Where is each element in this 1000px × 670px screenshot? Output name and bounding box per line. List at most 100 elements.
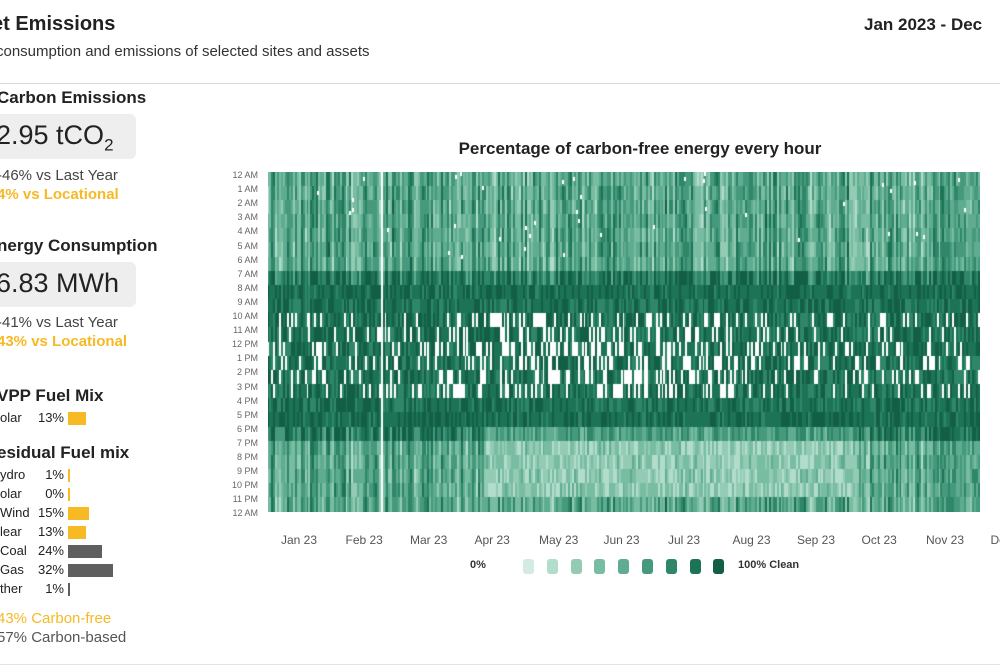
hour-tick-label: 4 AM <box>237 226 258 237</box>
footer-divider <box>0 664 1000 665</box>
hour-tick-label: 10 PM <box>231 480 258 491</box>
hour-tick-label: 6 AM <box>237 254 258 265</box>
hour-tick-label: 2 PM <box>236 367 258 378</box>
hour-tick-label: 3 AM <box>237 212 258 223</box>
heatmap-title: Percentage of carbon-free energy every h… <box>458 139 822 158</box>
residual-fuel-row: Coal 24% <box>0 542 200 560</box>
hour-tick-label: 5 AM <box>237 240 258 251</box>
month-tick-label: Jul 23 <box>668 533 701 547</box>
month-tick-label: Jun 23 <box>603 533 640 547</box>
residual-fuel-bar <box>68 469 70 482</box>
page-title: et Emissions <box>0 13 116 35</box>
residual-fuel-row: ydro 1% <box>0 466 200 484</box>
carbon-vs-locational: 4% vs Locational <box>0 186 119 203</box>
residual-fuel-pct: 1% <box>45 467 64 482</box>
hour-tick-label: 1 AM <box>237 184 258 195</box>
month-tick-label: Jan 23 <box>281 533 318 547</box>
hour-tick-label: 9 AM <box>237 296 258 307</box>
hour-tick-label: 9 PM <box>236 466 258 477</box>
hour-tick-label: 8 AM <box>237 282 258 293</box>
residual-fuel-row: ther 1% <box>0 580 200 598</box>
hour-tick-label: 11 AM <box>233 325 258 336</box>
residual-fuel-label: Wind <box>0 505 30 520</box>
hour-tick-label: 12 AM <box>232 508 258 519</box>
carbon-free-summary: 43% Carbon-free <box>0 610 112 627</box>
residual-fuel-bar <box>68 507 89 520</box>
month-tick-label: Feb 23 <box>345 533 383 547</box>
hour-tick-label: 1 PM <box>236 353 258 364</box>
residual-fuel-bar <box>68 583 70 596</box>
page-subtitle: consumption and emissions of selected si… <box>0 43 370 60</box>
energy-consumption-title: nergy Consumption <box>0 236 158 255</box>
residual-fuel-bar <box>68 564 113 577</box>
hour-tick-label: 7 AM <box>237 268 258 279</box>
hour-tick-label: 5 PM <box>236 409 258 420</box>
month-tick-label: Mar 23 <box>410 533 448 547</box>
residual-fuel-pct: 24% <box>37 543 64 558</box>
residual-fuel-label: ydro <box>0 467 26 482</box>
vpp-fuel-mix-title: VPP Fuel Mix <box>0 386 104 405</box>
hour-tick-label: 2 AM <box>237 198 258 209</box>
energy-vs-last-year: -41% vs Last Year <box>0 314 118 331</box>
carbon-emissions-value: 2.95 tCO2 <box>0 120 114 155</box>
legend-swatch <box>523 559 534 574</box>
legend-min-label: 0% <box>470 559 486 571</box>
carbon-emissions-card <box>0 114 136 159</box>
residual-fuel-bar <box>68 545 102 558</box>
carbon-based-summary: 57% Carbon-based <box>0 629 127 646</box>
residual-fuel-row: lear 13% <box>0 523 200 541</box>
vpp-fuel-pct: 13% <box>37 410 64 425</box>
legend-swatch <box>642 559 653 574</box>
month-tick-label: May 23 <box>539 533 579 547</box>
legend-swatch <box>618 559 630 574</box>
residual-fuel-label: ther <box>0 581 23 596</box>
hour-tick-label: 4 PM <box>236 395 258 406</box>
legend-swatch <box>713 559 725 574</box>
residual-fuel-pct: 15% <box>37 505 64 520</box>
legend-swatch <box>665 559 677 574</box>
month-tick-label: Oct 23 <box>861 533 897 547</box>
hour-tick-label: 8 PM <box>236 452 258 462</box>
hour-tick-label: 10 AM <box>232 311 258 321</box>
energy-consumption-card <box>0 262 136 307</box>
month-tick-label: Sep 23 <box>797 533 836 547</box>
residual-fuel-bar <box>68 488 70 501</box>
date-range[interactable]: Jan 2023 - Dec <box>864 15 983 34</box>
residual-fuel-pct: 0% <box>45 486 64 501</box>
header-divider <box>0 83 1000 84</box>
month-tick-label: Apr 23 <box>474 533 510 547</box>
month-tick-label: Aug 23 <box>732 533 771 547</box>
residual-fuel-pct: 13% <box>37 524 64 539</box>
carbon-emissions-title: Carbon Emissions <box>0 88 147 107</box>
vpp-fuel-row: olar 13% <box>0 409 200 427</box>
residual-fuel-label: lear <box>0 524 22 539</box>
hour-tick-label: 12 AM <box>232 170 258 180</box>
legend-swatch <box>689 559 701 574</box>
residual-fuel-row: Gas 32% <box>0 561 200 579</box>
hour-tick-label: 11 PM <box>232 494 258 505</box>
residual-fuel-bar <box>68 526 87 539</box>
month-tick-label: De <box>990 533 1000 547</box>
residual-fuel-row: Wind 15% <box>0 504 200 522</box>
month-tick-label: Nov 23 <box>926 533 965 547</box>
legend-swatch <box>546 559 558 574</box>
residual-fuel-label: olar <box>0 486 22 501</box>
residual-fuel-row: olar 0% <box>0 485 200 503</box>
residual-fuel-pct: 1% <box>45 581 64 596</box>
carbon-vs-last-year: -46% vs Last Year <box>0 167 118 184</box>
legend-swatch <box>594 559 606 574</box>
vpp-fuel-bar <box>68 412 87 425</box>
hour-tick-label: 7 PM <box>236 437 258 448</box>
energy-consumption-value: 6.83 MWh <box>0 268 120 298</box>
legend-max-label: 100% Clean <box>738 559 800 571</box>
hour-tick-label: 3 PM <box>236 381 258 392</box>
hour-tick-label: 12 PM <box>231 339 258 350</box>
carbon-free-heatmap[interactable] <box>268 172 980 512</box>
energy-vs-locational: 43% vs Locational <box>0 333 128 350</box>
residual-fuel-label: Coal <box>0 543 27 558</box>
hour-tick-label: 6 PM <box>236 423 258 434</box>
legend-swatch <box>570 559 582 574</box>
residual-fuel-mix-title: esidual Fuel mix <box>0 443 130 462</box>
residual-fuel-pct: 32% <box>37 562 64 577</box>
residual-fuel-label: Gas <box>0 562 24 577</box>
